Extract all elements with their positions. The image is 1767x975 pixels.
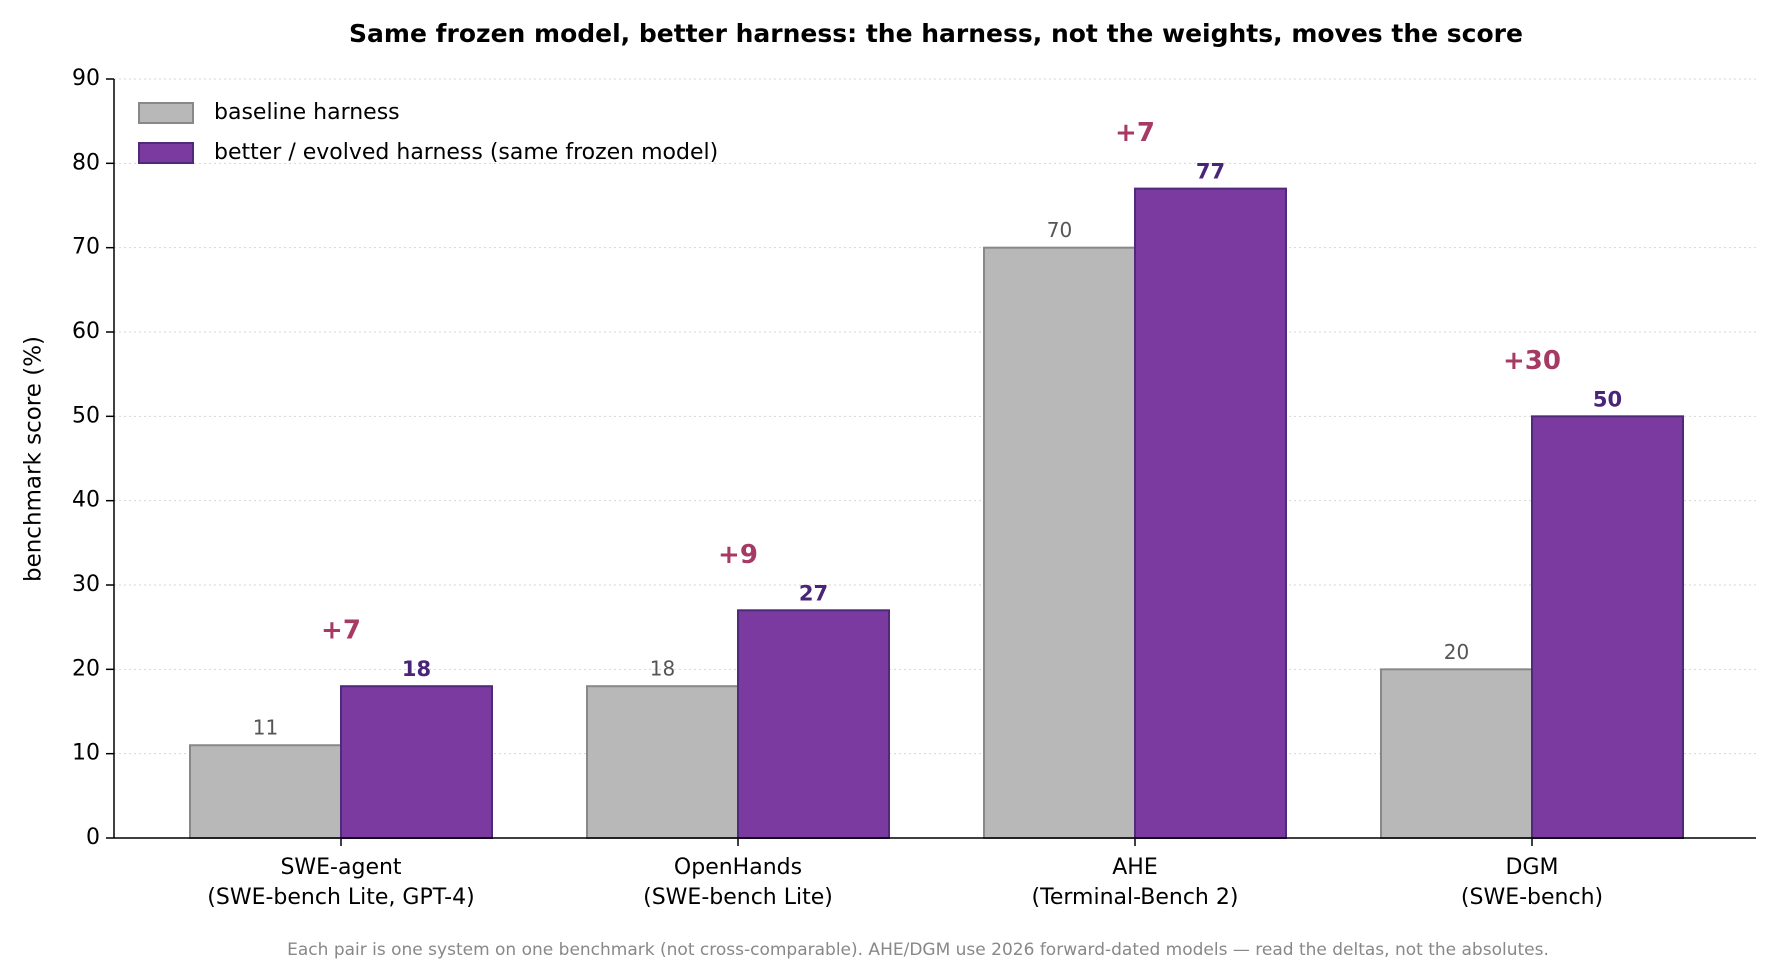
bar: [340, 685, 493, 840]
y-tick-label: 30: [72, 572, 100, 597]
delta-annotation: +7: [1115, 118, 1155, 148]
x-tick-label: DGM (SWE-bench): [1460, 855, 1604, 910]
value-label: 20: [1444, 640, 1469, 664]
legend-swatch: [138, 102, 194, 124]
value-label: 50: [1593, 387, 1622, 411]
bar: [586, 685, 739, 840]
value-label: 18: [402, 657, 431, 681]
chart-title: Same frozen model, better harness: the h…: [349, 19, 1523, 48]
value-label: 11: [253, 716, 278, 740]
value-label: 77: [1196, 160, 1225, 184]
bar: [737, 609, 890, 839]
y-tick-label: 90: [72, 66, 100, 91]
value-label: 27: [799, 581, 828, 605]
y-tick-label: 70: [72, 235, 100, 260]
y-tick-label: 10: [72, 741, 100, 766]
legend-label: better / evolved harness (same frozen mo…: [214, 140, 718, 165]
delta-annotation: +7: [321, 616, 361, 646]
bar: [1134, 187, 1287, 839]
x-tick-label: AHE (Terminal-Bench 2): [1031, 855, 1239, 910]
delta-annotation: +30: [1503, 346, 1561, 376]
legend-swatch: [138, 142, 194, 164]
y-tick-label: 20: [72, 656, 100, 681]
bar: [1380, 668, 1533, 839]
y-tick-label: 40: [72, 488, 100, 513]
x-tick-label: SWE-agent (SWE-bench Lite, GPT-4): [207, 855, 475, 910]
delta-annotation: +9: [718, 540, 758, 570]
footnote: Each pair is one system on one benchmark…: [287, 940, 1549, 960]
bar: [983, 246, 1136, 839]
y-tick-label: 80: [72, 150, 100, 175]
value-label: 18: [650, 657, 675, 681]
y-tick-label: 50: [72, 403, 100, 428]
bar: [1531, 415, 1684, 839]
y-axis-label: benchmark score (%): [21, 336, 47, 582]
value-label: 70: [1047, 218, 1072, 242]
legend-label: baseline harness: [214, 100, 400, 125]
y-tick-label: 60: [72, 319, 100, 344]
bar: [189, 744, 342, 840]
y-tick-label: 0: [86, 825, 100, 850]
x-tick-label: OpenHands (SWE-bench Lite): [643, 855, 833, 910]
